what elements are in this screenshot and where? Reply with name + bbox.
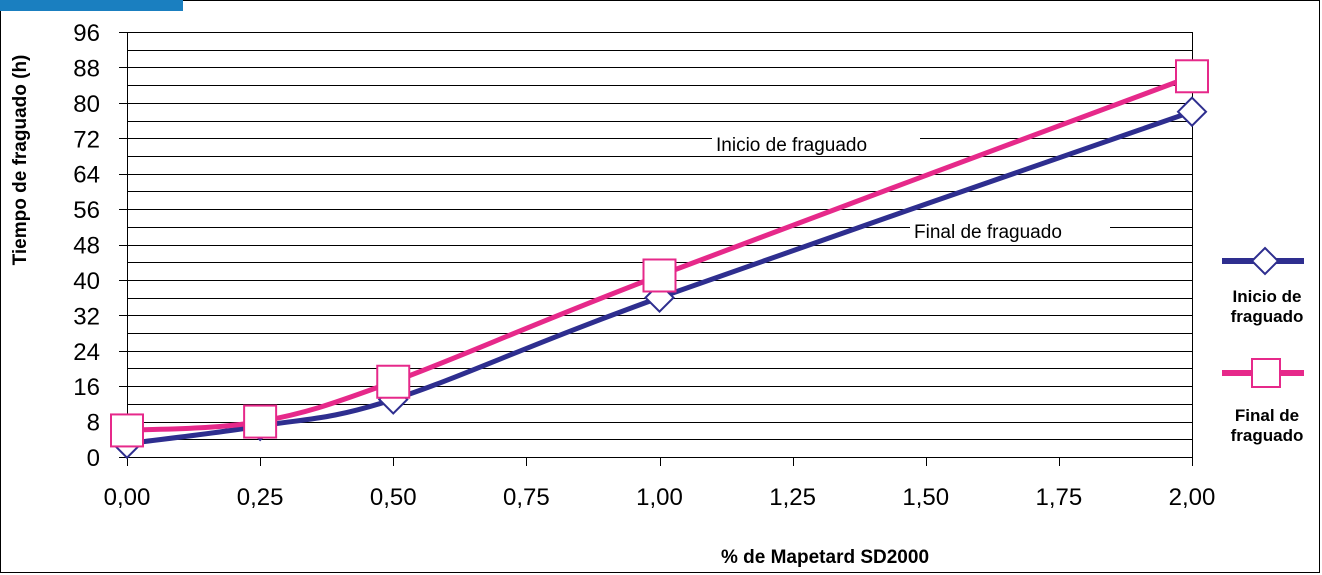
x-tick-label: 1,50: [902, 484, 949, 511]
y-tick-label: 88: [73, 55, 100, 82]
gridlines: [127, 32, 1193, 458]
legend-square-icon: [1251, 358, 1281, 388]
legend-label-final-2: fraguado: [1231, 426, 1304, 445]
x-tick-label: 0,25: [237, 484, 284, 511]
legend-label-inicio-2: fraguado: [1231, 307, 1304, 326]
square-marker: [642, 258, 677, 293]
y-tick-label: 64: [73, 162, 100, 189]
square-marker: [1175, 59, 1209, 94]
square-marker: [110, 413, 144, 448]
y-tick-label: 96: [73, 20, 100, 47]
corner-accent: [0, 0, 183, 11]
y-tick-label: 48: [73, 233, 100, 260]
legend-diamond-icon: [1250, 246, 1280, 276]
y-tick-label: 40: [73, 268, 100, 295]
x-tick-label: 0,00: [104, 484, 151, 511]
y-tick-label: 24: [73, 339, 100, 366]
x-axis-ticks: 0,00 0,25 0,50 0,75 1,00 1,25 1,50 1,75 2,00: [104, 457, 1216, 511]
y-tick-label: 0: [87, 445, 100, 472]
diamond-marker: [1176, 96, 1208, 128]
y-tick-label: 80: [73, 91, 100, 118]
y-axis-title: Tiempo de fraguado (h): [10, 55, 31, 266]
annotation-bg-final: [910, 220, 1110, 242]
annotation-final: Final de fraguado: [914, 222, 1062, 243]
series-markers: [110, 59, 1209, 460]
legend: Inicio de fraguado Final de fraguado: [1222, 246, 1304, 445]
x-tick-label: 1,00: [636, 484, 683, 511]
square-marker: [376, 364, 411, 399]
y-tick-label: 8: [87, 410, 100, 437]
square-marker: [243, 404, 278, 439]
y-tick-label: 16: [73, 374, 100, 401]
x-tick-label: 1,25: [769, 484, 816, 511]
y-tick-label: 56: [73, 197, 100, 224]
annotation-bg-inicio: [712, 133, 920, 155]
x-tick-label: 0,50: [370, 484, 417, 511]
x-tick-label: 0,75: [503, 484, 550, 511]
x-tick-label: 2,00: [1169, 484, 1216, 511]
series-line-final: [124, 73, 1195, 433]
legend-label-final-1: Final de: [1235, 406, 1299, 425]
y-axis-ticks: 0 8 16 24 32 40 48 56 64 72 80 88 96: [73, 20, 127, 472]
y-tick-label: 72: [73, 126, 100, 153]
y-tick-label: 32: [73, 303, 100, 330]
annotation-inicio: Inicio de fraguado: [716, 135, 867, 156]
legend-label-inicio-1: Inicio de: [1233, 287, 1302, 306]
x-axis-title: % de Mapetard SD2000: [721, 547, 929, 568]
x-tick-label: 1,75: [1036, 484, 1083, 511]
